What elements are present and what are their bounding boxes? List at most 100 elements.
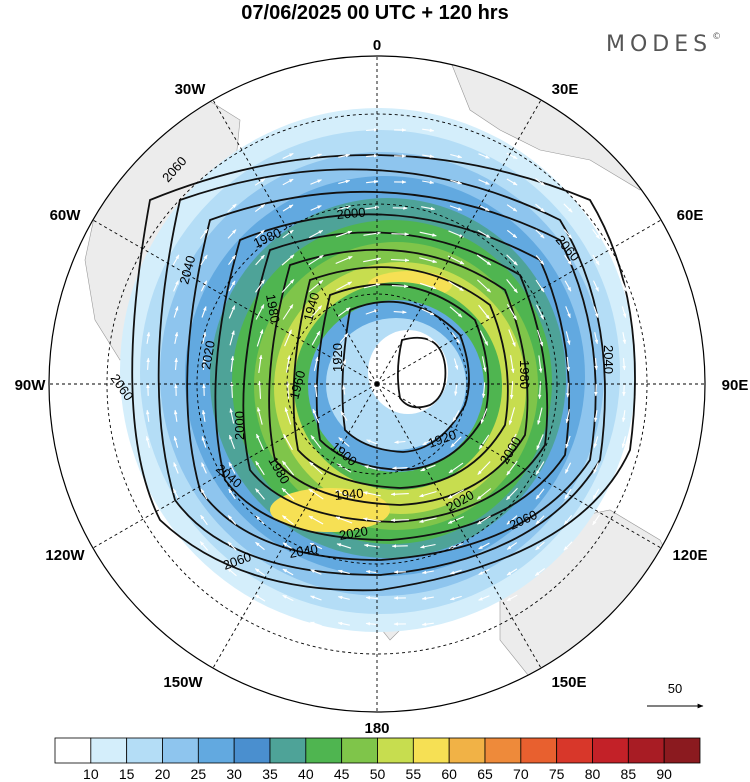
wind-arrow bbox=[310, 205, 322, 211]
wind-arrow bbox=[313, 382, 318, 398]
colorbar-tick-label: 75 bbox=[549, 766, 565, 782]
shade-inner-4 bbox=[368, 330, 448, 414]
wind-arrow bbox=[230, 355, 235, 372]
wind-arrow bbox=[337, 621, 350, 626]
wind-arrow bbox=[476, 488, 492, 500]
wind-arrow bbox=[200, 514, 208, 526]
wind-arrow bbox=[422, 154, 435, 159]
contour-label-1980-e: 1980 bbox=[517, 360, 532, 389]
lon-label-120w: 120W bbox=[45, 547, 85, 564]
shade-55-sw bbox=[270, 488, 390, 532]
wind-arrow bbox=[145, 409, 150, 422]
wind-arrow bbox=[362, 517, 381, 523]
wind-arrow bbox=[620, 488, 628, 500]
wind-arrow bbox=[174, 331, 179, 344]
wind-arrow bbox=[421, 622, 434, 627]
meridian-line bbox=[212, 383, 378, 669]
brand-name: MODES bbox=[606, 32, 713, 57]
vector-scale-label: 50 bbox=[668, 681, 682, 696]
wind-arrow bbox=[227, 515, 237, 525]
wind-arrow bbox=[447, 489, 465, 499]
wind-speed-shading bbox=[120, 108, 636, 632]
contour-1980 bbox=[268, 248, 529, 506]
wind-arrow bbox=[255, 541, 265, 551]
contour-label-2040-s: 2040 bbox=[288, 541, 319, 561]
graticule bbox=[49, 56, 705, 712]
contour-label-1920-w: 1920 bbox=[330, 343, 345, 372]
wind-arrow bbox=[173, 280, 179, 292]
wind-arrow bbox=[506, 568, 518, 576]
wind-arrow bbox=[310, 153, 323, 159]
wind-arrow bbox=[366, 180, 379, 184]
colorbar-swatch bbox=[592, 737, 629, 764]
contour-label-1980-w: 1980 bbox=[263, 293, 283, 324]
contour-label-2020-s: 2020 bbox=[338, 523, 369, 543]
wind-arrow bbox=[201, 462, 207, 474]
wind-arrow bbox=[254, 203, 266, 213]
colorbar-tick-label: 65 bbox=[477, 766, 493, 782]
wind-arrow bbox=[535, 229, 545, 239]
wind-arrow bbox=[419, 257, 438, 263]
wind-arrow bbox=[592, 514, 600, 526]
wind-arrow bbox=[622, 332, 627, 345]
wind-arrow bbox=[447, 255, 465, 265]
contour-label-1960: 1960 bbox=[286, 369, 308, 401]
wind-arrow bbox=[257, 380, 262, 399]
wind-arrow bbox=[481, 382, 486, 399]
wind-arrow bbox=[228, 280, 236, 292]
colorbar-tick-label: 50 bbox=[370, 766, 386, 782]
wind-arrow bbox=[200, 488, 208, 500]
wind-arrow bbox=[308, 254, 324, 266]
wind-arrow bbox=[310, 569, 322, 575]
wind-arrow bbox=[418, 517, 437, 523]
wind-arrow bbox=[313, 356, 319, 372]
contour-1920 bbox=[341, 300, 470, 453]
wind-arrow bbox=[146, 331, 151, 344]
wind-arrow bbox=[309, 229, 324, 239]
wind-arrow bbox=[536, 329, 544, 347]
wind-arrow bbox=[449, 569, 462, 575]
colorbar-tick-label: 25 bbox=[191, 766, 207, 782]
colorbar-swatch bbox=[663, 737, 701, 764]
wind-arrow bbox=[258, 354, 263, 373]
wind-arrow bbox=[621, 436, 627, 449]
colorbar-tick-label: 40 bbox=[298, 766, 314, 782]
wind-arrow bbox=[199, 228, 209, 240]
wind-arrow bbox=[255, 254, 265, 266]
colorbar-swatch bbox=[412, 737, 450, 764]
wind-arrow bbox=[365, 570, 378, 574]
lon-label-0: 0 bbox=[373, 37, 381, 54]
colorbar-swatch bbox=[90, 737, 128, 764]
wind-arrow bbox=[450, 153, 463, 159]
colorbar-tick-label: 20 bbox=[155, 766, 171, 782]
wind-arrow bbox=[538, 355, 543, 374]
wind-arrow bbox=[366, 154, 379, 158]
wind-arrow bbox=[229, 408, 235, 424]
wind-arrow bbox=[254, 594, 266, 602]
wind-arrow bbox=[312, 408, 320, 424]
wind-arrow bbox=[338, 153, 351, 158]
wind-arrow bbox=[362, 491, 381, 497]
wind-arrow bbox=[228, 462, 236, 474]
wind-arrow bbox=[506, 304, 518, 321]
wind-arrow bbox=[506, 229, 518, 239]
wind-arrow bbox=[477, 461, 491, 475]
meridian-line bbox=[376, 219, 662, 385]
wind-arrow bbox=[337, 307, 351, 317]
wind-arrow bbox=[283, 433, 293, 451]
wind-arrow bbox=[477, 229, 491, 239]
contour-label-2020-w: 2020 bbox=[198, 339, 218, 370]
contour-2040 bbox=[186, 190, 597, 561]
wind-arrow bbox=[310, 179, 322, 185]
wind-arrow bbox=[335, 489, 353, 499]
wind-arrow bbox=[255, 488, 265, 500]
wind-arrow bbox=[391, 232, 410, 236]
wind-arrow bbox=[202, 331, 207, 344]
wind-arrow bbox=[363, 231, 381, 236]
wind-arrow bbox=[309, 305, 323, 319]
wind-arrow bbox=[594, 358, 598, 371]
wind-arrow bbox=[563, 229, 573, 239]
wind-arrow bbox=[202, 357, 206, 370]
lon-label-90e: 90E bbox=[722, 377, 749, 394]
colorbar-swatch bbox=[627, 737, 665, 764]
